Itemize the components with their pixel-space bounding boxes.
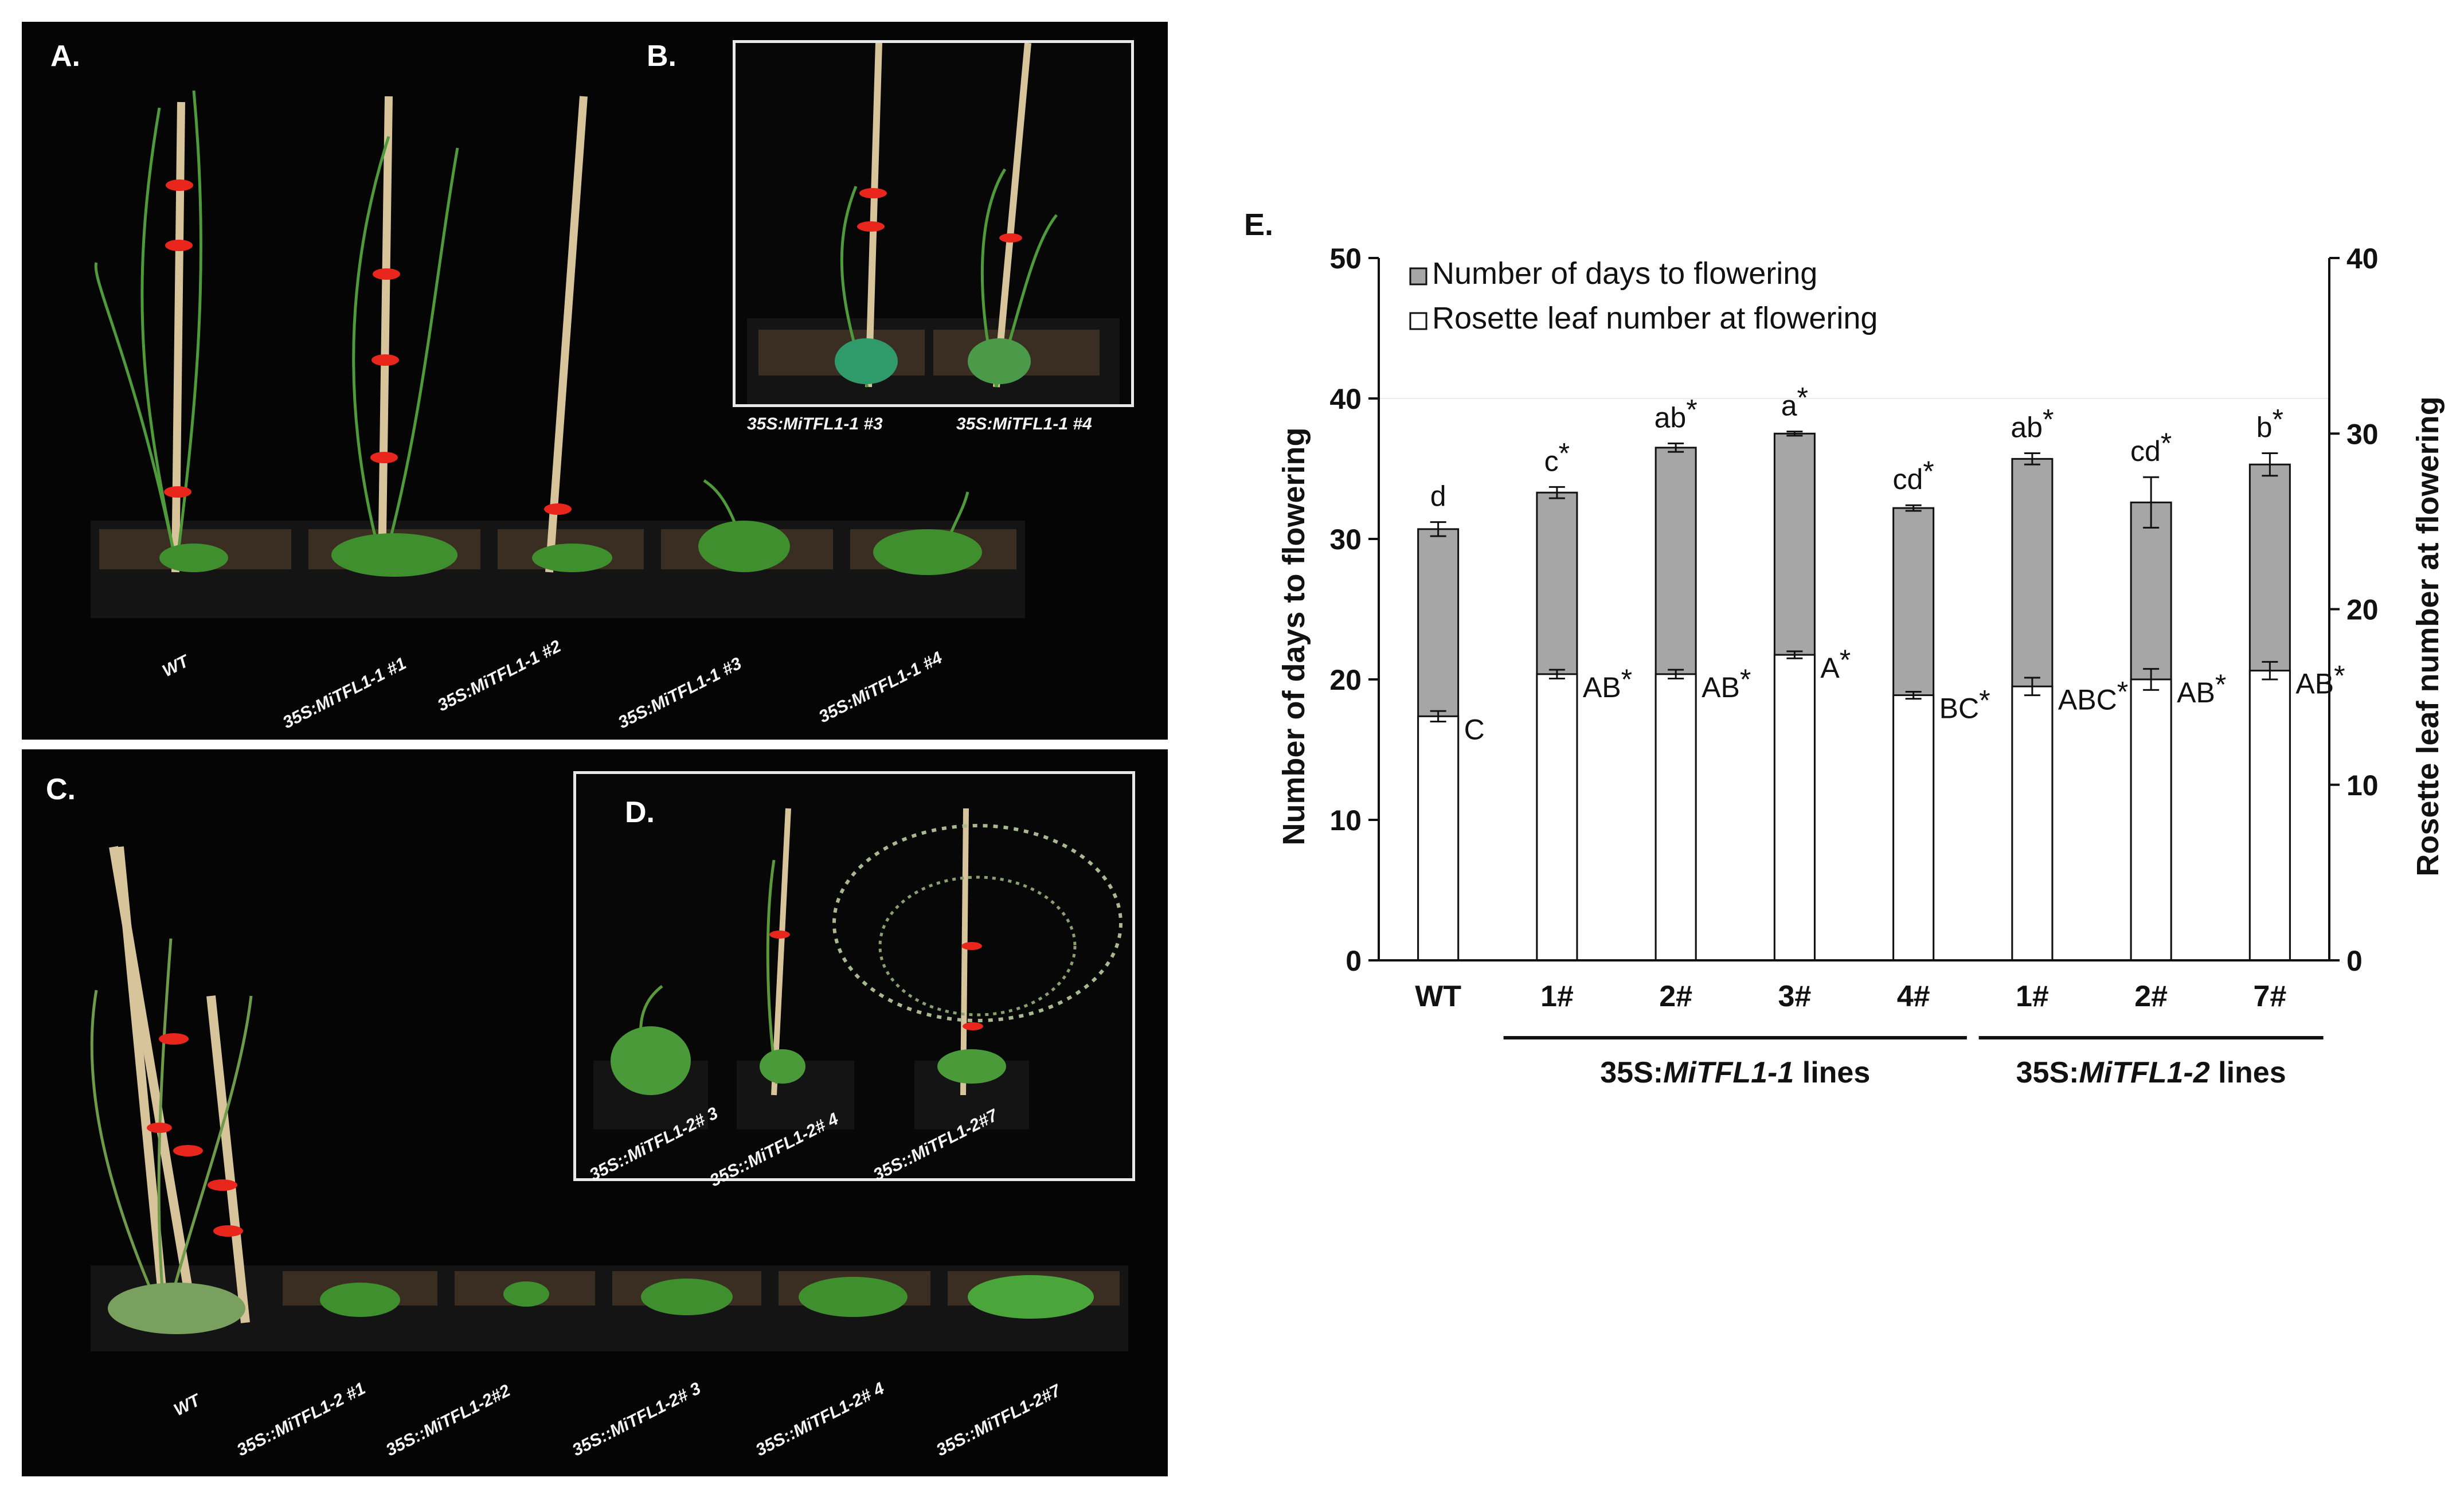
sig-label-days-2: ab*: [1655, 393, 1698, 433]
sig-label-leaf-4: BC*: [1939, 685, 1990, 725]
error-bar-days-7: [2262, 452, 2278, 477]
legend-label-leaf: Rosette leaf number at flowering: [1432, 301, 1878, 335]
panel-c-photo: C. WT 35S::MiTFL1-2 #1 35S::MiTFL1-2#2 3…: [22, 749, 1168, 1476]
bar-leaf-0: [1417, 715, 1460, 961]
sig-label-days-4: cd*: [1892, 455, 1934, 495]
error-bar-days-5: [2024, 452, 2040, 466]
inset-b-plants-illustration: [747, 43, 1120, 404]
tick-label-left-20: 20: [1329, 664, 1362, 696]
error-bar-leaf-1: [1548, 669, 1565, 679]
sig-label-leaf-2: AB*: [1702, 663, 1751, 703]
tick-label-left-50: 50: [1329, 243, 1362, 275]
rosettes: [159, 521, 982, 577]
y-axis-label-left: Number of days to flowering: [1277, 427, 1311, 845]
panel-d-label: D.: [625, 796, 655, 829]
error-bars: [1430, 431, 2278, 722]
sig-label-leaf-3: A*: [1820, 644, 1851, 684]
inset-b-caption-1: 35S:MiTFL1-1 #3: [747, 415, 883, 433]
bar-leaf-5: [2011, 685, 2054, 961]
x-label-1: 1#: [1540, 980, 1574, 1013]
inset-d-photo: [573, 771, 1135, 1181]
x-label-5: 1#: [2016, 980, 2049, 1013]
x-label-3: 3#: [1778, 980, 1811, 1013]
error-bar-leaf-4: [1905, 690, 1922, 700]
bar-leaf-2: [1655, 673, 1697, 961]
error-bar-days-4: [1905, 504, 1922, 512]
sig-label-leaf-1: AB*: [1583, 663, 1632, 703]
bars: [1417, 432, 2291, 961]
tick-label-left-0: 0: [1346, 945, 1362, 977]
error-bar-leaf-0: [1430, 710, 1446, 722]
error-bar-leaf-6: [2143, 668, 2160, 691]
sig-label-days-1: c*: [1544, 437, 1570, 477]
rosettes-c: [108, 1275, 1094, 1334]
group-label-1: 35S:MiTFL1-2 lines: [2016, 1056, 2286, 1089]
sig-label-days-0: d: [1430, 480, 1446, 513]
panel-c-plants-illustration: [90, 846, 1128, 1351]
tick-label-left-10: 10: [1329, 804, 1362, 837]
tick-label-left-40: 40: [1329, 383, 1362, 415]
x-category-labels: WT 1# 2# 3# 4# 1# 2# 7#: [1415, 980, 2286, 1013]
tick-label-right-20: 20: [2346, 594, 2379, 626]
legend-label-days: Number of days to flowering: [1432, 256, 1817, 291]
tick-labels: 0 10 20 30 40 50 0 10 20 30 40: [1329, 243, 2378, 977]
error-bar-days-6: [2143, 476, 2160, 529]
ties-c: [147, 1033, 243, 1237]
sig-label-leaf-6: AB*: [2177, 669, 2226, 709]
x-label-6: 2#: [2134, 980, 2168, 1013]
sig-label-leaf-0: C: [1464, 713, 1485, 745]
axes: [1378, 258, 2330, 961]
sig-label-days-7: b*: [2256, 404, 2283, 444]
x-label-2: 2#: [1659, 980, 1692, 1013]
error-bar-days-2: [1668, 442, 1684, 453]
panel-b-label: B.: [647, 40, 676, 73]
panel-a-photo: A. B. WT 35S:MiTFL1-1 #1 35S:MiTFL1-1 #2…: [22, 22, 1168, 740]
sig-label-leaf-7: AB*: [2295, 660, 2345, 700]
sig-label-days-5: ab*: [2011, 404, 2054, 444]
error-bar-leaf-7: [2262, 660, 2278, 681]
group-brackets: 35S:MiTFL1-1 lines 35S:MiTFL1-2 lines: [1503, 1036, 2324, 1089]
panel-c-label: C.: [46, 773, 76, 806]
tick-label-right-10: 10: [2346, 769, 2379, 802]
plant-stems-c: [90, 938, 253, 1324]
panel-e-label: E.: [1244, 208, 1273, 242]
x-label-7: 7#: [2253, 980, 2286, 1013]
legend-swatch-leaf: [1409, 312, 1427, 330]
x-label-4: 4#: [1897, 980, 1930, 1013]
bar-leaf-3: [1773, 654, 1816, 961]
panel-a-plants-illustration: [91, 90, 1025, 618]
tick-label-right-0: 0: [2346, 945, 2363, 977]
inset-d-plants-illustration: [593, 808, 1123, 1129]
panel-a-label: A.: [50, 40, 80, 73]
tick-label-left-30: 30: [1329, 523, 1362, 556]
ties: [164, 179, 572, 515]
tick-label-right-30: 30: [2346, 418, 2379, 450]
inset-b-caption-2: 35S:MiTFL1-1 #4: [956, 415, 1092, 433]
legend: Number of days to flowering Rosette leaf…: [1409, 256, 1878, 335]
error-bar-leaf-3: [1786, 650, 1803, 659]
bar-leaf-4: [1892, 694, 1935, 961]
x-label-0: WT: [1415, 980, 1461, 1013]
sig-label-leaf-5: ABC*: [2058, 675, 2128, 716]
y-axis-label-right: Rosette leaf number at flowering: [2411, 396, 2445, 876]
plant-stems: [94, 90, 969, 567]
sig-label-days-3: a*: [1781, 382, 1808, 422]
bar-leaf-6: [2130, 678, 2172, 961]
error-bar-leaf-2: [1668, 669, 1684, 679]
bar-leaf-1: [1536, 673, 1578, 961]
sig-label-days-6: cd*: [2130, 427, 2172, 467]
tick-label-right-40: 40: [2346, 243, 2379, 275]
error-bar-days-3: [1786, 431, 1803, 437]
inset-b-photo: [733, 40, 1134, 407]
group-label-0: 35S:MiTFL1-1 lines: [1600, 1056, 1870, 1089]
error-bar-leaf-5: [2024, 677, 2040, 697]
error-bar-days-0: [1430, 521, 1446, 537]
error-bar-days-1: [1548, 486, 1565, 499]
legend-swatch-days: [1409, 267, 1427, 286]
stakes-c: [109, 846, 250, 1324]
bar-leaf-7: [2248, 670, 2291, 961]
panel-e-bar-chart: E. d Cc* AB* ab* AB* a* A* cd* BC* ab* ABC* cd* AB* b…: [1244, 208, 2445, 1089]
